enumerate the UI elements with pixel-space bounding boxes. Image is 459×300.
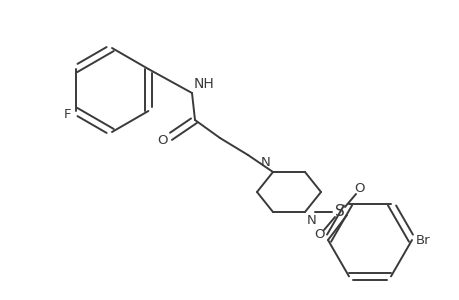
- Text: N: N: [306, 214, 316, 227]
- Text: O: O: [354, 182, 364, 196]
- Text: NH: NH: [194, 77, 214, 91]
- Text: N: N: [261, 156, 270, 169]
- Text: S: S: [335, 205, 344, 220]
- Text: O: O: [157, 134, 168, 146]
- Text: Br: Br: [415, 233, 430, 247]
- Text: O: O: [314, 229, 325, 242]
- Text: F: F: [64, 109, 71, 122]
